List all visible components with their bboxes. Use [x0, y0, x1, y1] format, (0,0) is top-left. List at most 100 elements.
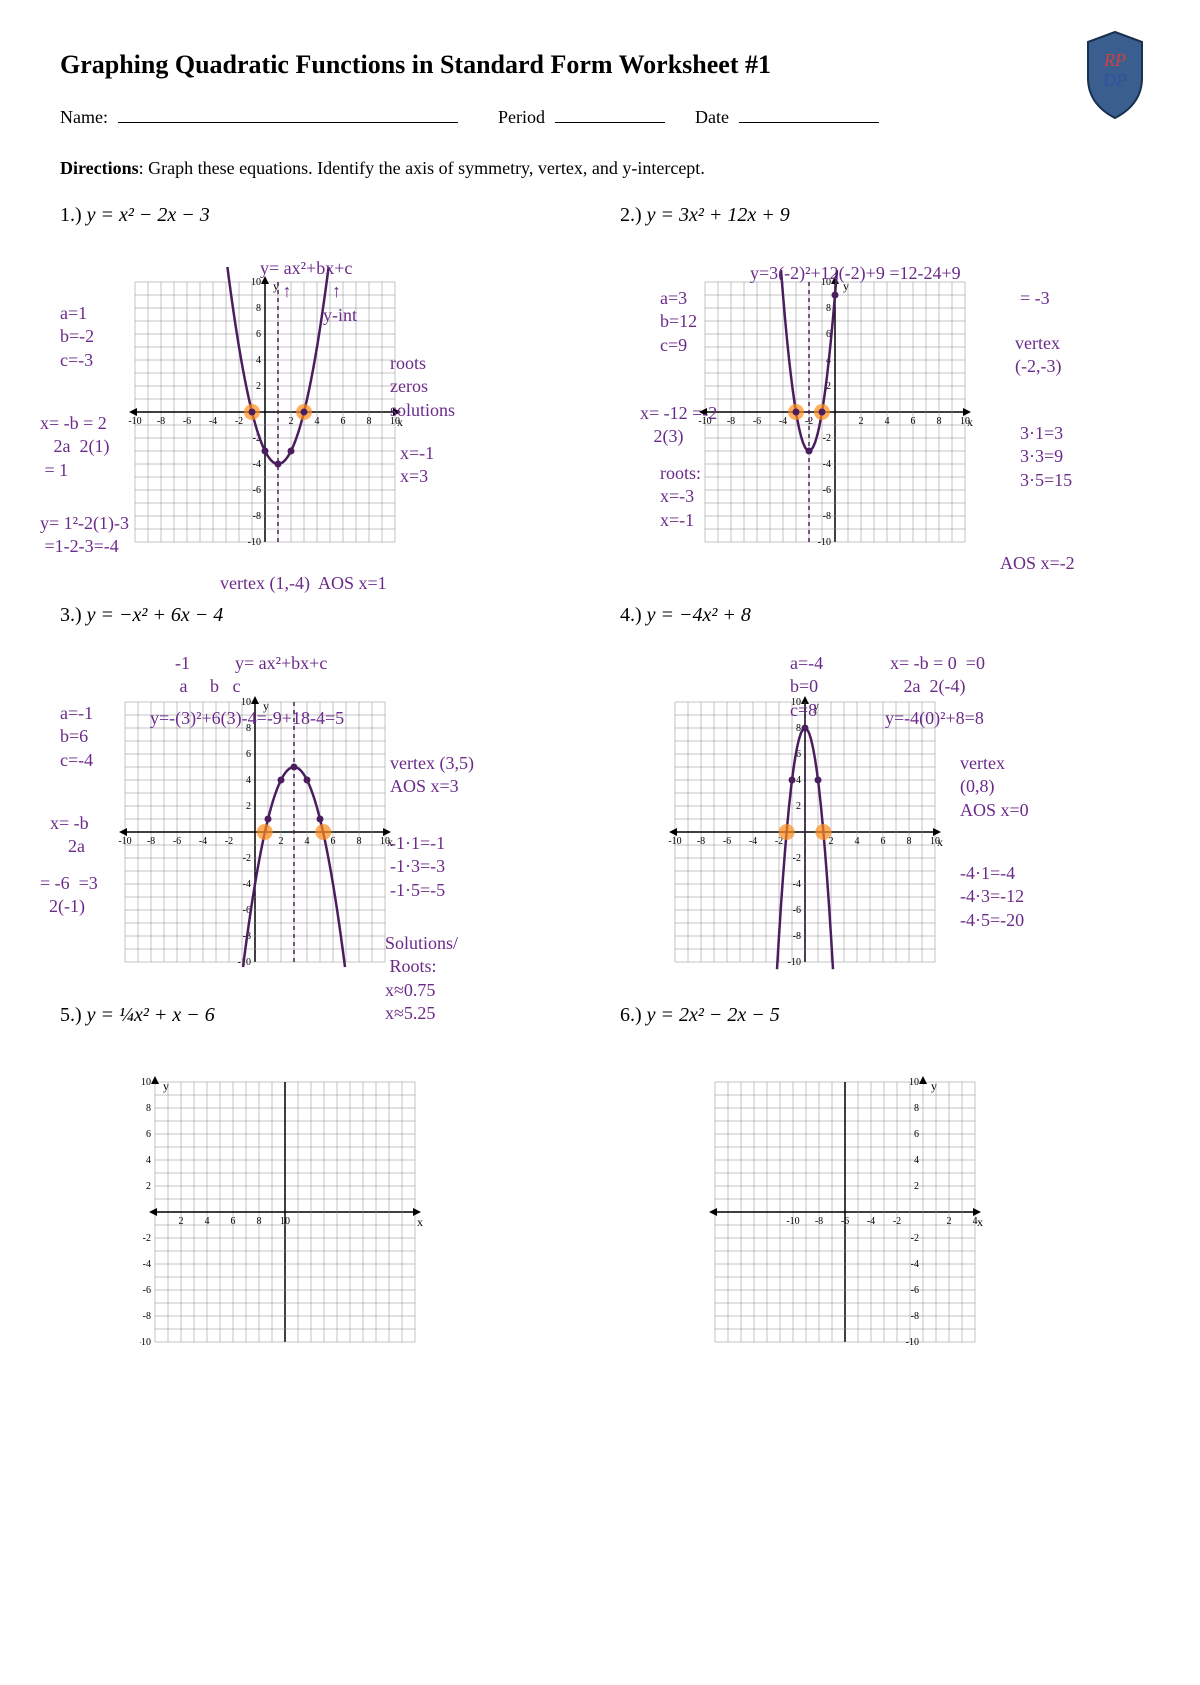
svg-text:-4: -4 — [749, 836, 757, 847]
svg-text:y: y — [163, 1079, 169, 1093]
handwritten-work: a=-4 b=0 c=8 — [790, 652, 823, 722]
svg-text:DP: DP — [1102, 70, 1127, 90]
svg-text:6: 6 — [881, 836, 886, 847]
svg-text:-8: -8 — [823, 511, 831, 522]
handwritten-work: y= ax²+bx+c ↑ ↑ y-int — [260, 257, 357, 327]
directions-label: Directions — [60, 158, 139, 178]
coordinate-grid: yx-10-10-8-8-6-6-4-4-2-2224466881010 — [660, 687, 950, 977]
svg-text:-10: -10 — [140, 1337, 151, 1348]
handwritten-work: -4·1=-4 -4·3=-12 -4·5=-20 — [960, 862, 1024, 932]
svg-text:-10: -10 — [128, 416, 141, 427]
problem-3: 3.) y = −x² + 6x − 4yx-10-10-8-8-6-6-4-4… — [60, 604, 580, 984]
svg-text:x: x — [977, 1215, 983, 1229]
handwritten-work: -1 y= ax²+bx+c a b c — [175, 652, 327, 699]
svg-text:6: 6 — [256, 329, 261, 340]
svg-text:2: 2 — [947, 1216, 952, 1227]
handwritten-work: a=3 b=12 c=9 — [660, 287, 697, 357]
coordinate-grid: yx-10-10-8-8-6-6-4-4-2-2224466881010 — [700, 1067, 990, 1357]
handwritten-work: x= -12 =-2 2(3) — [640, 402, 717, 449]
svg-text:4: 4 — [146, 1155, 151, 1166]
handwritten-work: y=3(-2)²+12(-2)+9 =12-24+9 — [750, 262, 961, 285]
handwritten-work: -1·1=-1 -1·3=-3 -1·5=-5 — [390, 832, 445, 902]
handwritten-work: 3·1=3 3·3=9 3·5=15 — [1020, 422, 1072, 492]
svg-text:10: 10 — [380, 836, 390, 847]
svg-text:2: 2 — [914, 1181, 919, 1192]
svg-text:4: 4 — [914, 1155, 919, 1166]
handwritten-work: a=1 b=-2 c=-3 — [60, 302, 94, 372]
svg-text:6: 6 — [341, 416, 346, 427]
svg-text:2: 2 — [246, 801, 251, 812]
svg-text:x: x — [417, 1215, 423, 1229]
svg-text:2: 2 — [289, 416, 294, 427]
svg-text:6: 6 — [914, 1129, 919, 1140]
problem-equation: 2.) y = 3x² + 12x + 9 — [620, 204, 1140, 227]
svg-text:-4: -4 — [793, 879, 801, 890]
svg-text:8: 8 — [937, 416, 942, 427]
svg-text:4: 4 — [256, 355, 261, 366]
handwritten-work: x= -b = 0 =0 2a 2(-4) — [890, 652, 985, 699]
svg-text:-6: -6 — [183, 416, 191, 427]
svg-text:6: 6 — [331, 836, 336, 847]
problem-1: 1.) y = x² − 2x − 3yx-10-10-8-8-6-6-4-4-… — [60, 204, 580, 584]
svg-text:2: 2 — [279, 836, 284, 847]
svg-text:2: 2 — [256, 381, 261, 392]
svg-text:-6: -6 — [253, 485, 261, 496]
problem-5: 5.) y = ¼x² + x − 6yx-10-10-8-8-6-6-4-4-… — [60, 1004, 580, 1384]
svg-text:6: 6 — [231, 1216, 236, 1227]
handwritten-work: y=-(3)²+6(3)-4=-9+18-4=5 — [150, 707, 344, 730]
svg-text:-6: -6 — [841, 1216, 849, 1227]
handwritten-work: x= -b 2a — [50, 812, 89, 859]
name-field[interactable] — [118, 105, 458, 123]
svg-text:-8: -8 — [157, 416, 165, 427]
svg-text:10: 10 — [960, 416, 970, 427]
svg-text:-10: -10 — [818, 537, 831, 548]
svg-text:4: 4 — [855, 836, 860, 847]
logo-badge: RP DP — [1080, 30, 1150, 120]
svg-text:2: 2 — [829, 836, 834, 847]
svg-text:-2: -2 — [893, 1216, 901, 1227]
problem-equation: 6.) y = 2x² − 2x − 5 — [620, 1004, 1140, 1027]
svg-text:-10: -10 — [248, 537, 261, 548]
problem-equation: 1.) y = x² − 2x − 3 — [60, 204, 580, 227]
svg-text:10: 10 — [280, 1216, 290, 1227]
svg-text:y: y — [931, 1079, 937, 1093]
svg-text:-6: -6 — [143, 1285, 151, 1296]
svg-text:-8: -8 — [253, 511, 261, 522]
svg-text:-2: -2 — [235, 416, 243, 427]
svg-text:-6: -6 — [823, 485, 831, 496]
name-label: Name: — [60, 107, 108, 128]
date-field[interactable] — [739, 105, 879, 123]
svg-text:-10: -10 — [906, 1337, 919, 1348]
student-info-row: Name: Period Date — [60, 105, 1140, 128]
svg-text:4: 4 — [305, 836, 310, 847]
directions-text: : Graph these equations. Identify the ax… — [139, 158, 705, 178]
svg-text:-10: -10 — [668, 836, 681, 847]
handwritten-work: vertex (0,8) AOS x=0 — [960, 752, 1029, 822]
problem-4: 4.) y = −4x² + 8yx-10-10-8-8-6-6-4-4-2-2… — [620, 604, 1140, 984]
svg-text:8: 8 — [826, 303, 831, 314]
svg-text:4: 4 — [885, 416, 890, 427]
svg-text:4: 4 — [973, 1216, 978, 1227]
svg-text:-4: -4 — [143, 1259, 151, 1270]
svg-text:4: 4 — [205, 1216, 210, 1227]
svg-text:10: 10 — [909, 1077, 919, 1088]
handwritten-work: = -3 — [1020, 287, 1050, 310]
coordinate-grid: yx-10-10-8-8-6-6-4-4-2-2224466881010 — [140, 1067, 430, 1357]
problem-2: 2.) y = 3x² + 12x + 9yx-10-10-8-8-6-6-4-… — [620, 204, 1140, 584]
svg-text:-8: -8 — [697, 836, 705, 847]
svg-text:-4: -4 — [199, 836, 207, 847]
svg-text:-4: -4 — [823, 459, 831, 470]
svg-text:8: 8 — [357, 836, 362, 847]
svg-text:-10: -10 — [788, 957, 801, 968]
directions: Directions: Graph these equations. Ident… — [60, 158, 1140, 179]
svg-text:4: 4 — [246, 775, 251, 786]
svg-text:8: 8 — [914, 1103, 919, 1114]
svg-text:-8: -8 — [793, 931, 801, 942]
handwritten-work: a=-1 b=6 c=-4 — [60, 702, 93, 772]
handwritten-work: vertex (3,5) AOS x=3 — [390, 752, 474, 799]
svg-text:8: 8 — [367, 416, 372, 427]
svg-text:-10: -10 — [118, 836, 131, 847]
svg-text:6: 6 — [146, 1129, 151, 1140]
svg-text:-4: -4 — [243, 879, 251, 890]
period-field[interactable] — [555, 105, 665, 123]
